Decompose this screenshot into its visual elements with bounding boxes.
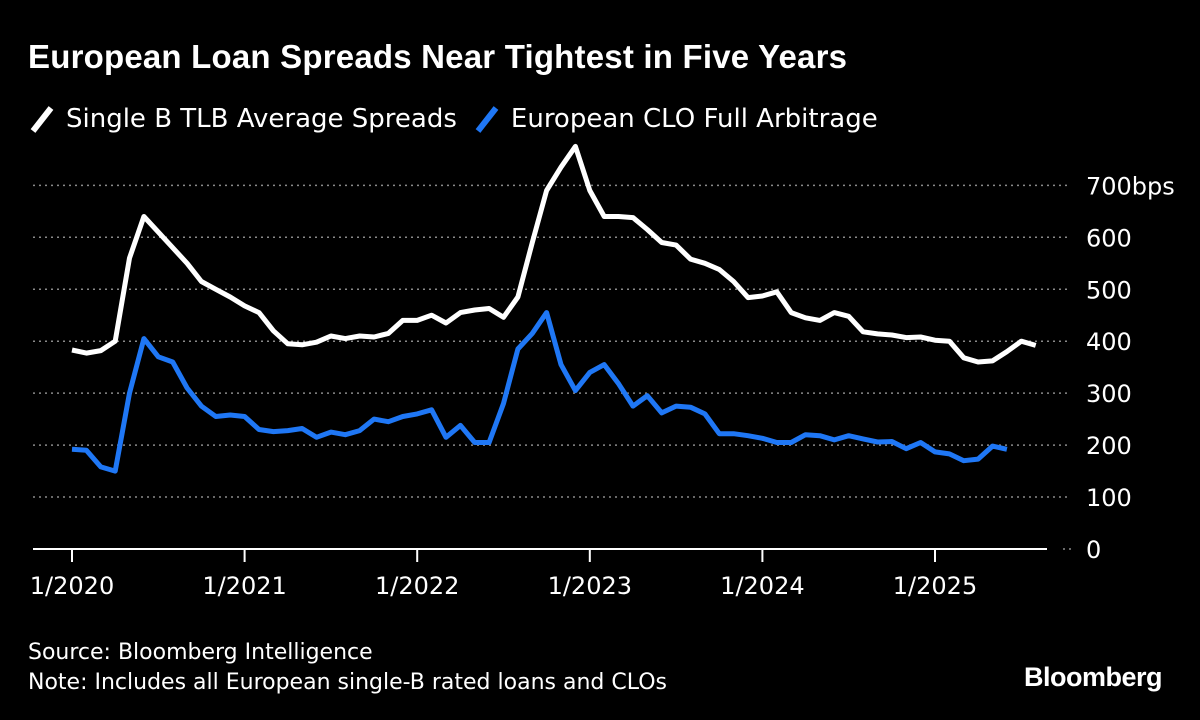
x-tick-label-3: 1/2023	[548, 572, 632, 600]
legend-label-single-b: Single B TLB Average Spreads	[66, 104, 457, 134]
y-tick-label-300: 300	[1086, 380, 1132, 408]
x-tick-label-0: 1/2020	[30, 572, 114, 600]
series-lines	[71, 143, 1037, 474]
legend: Single B TLB Average Spreads European CL…	[28, 102, 894, 136]
x-tick-label-5: 1/2025	[893, 572, 977, 600]
series-line-clo-full-arbitrage	[71, 310, 1008, 474]
legend-swatch-clo-arbitrage	[473, 102, 501, 136]
chart-title: European Loan Spreads Near Tightest in F…	[28, 38, 848, 75]
legend-swatch-single-b	[28, 102, 56, 136]
legend-item-single-b: Single B TLB Average Spreads	[28, 102, 457, 136]
x-tick-label-2: 1/2022	[375, 572, 459, 600]
x-axis	[33, 548, 1071, 562]
y-tick-label-200: 200	[1086, 432, 1132, 460]
y-tick-label-600: 600	[1086, 224, 1132, 252]
footnote: Note: Includes all European single-B rat…	[28, 670, 667, 695]
y-tick-label-500: 500	[1086, 276, 1132, 304]
legend-item-clo-arbitrage: European CLO Full Arbitrage	[473, 102, 878, 136]
bloomberg-logo: Bloomberg	[1023, 662, 1163, 692]
y-tick-label-100: 100	[1086, 484, 1132, 512]
source-note: Source: Bloomberg Intelligence	[28, 640, 373, 665]
y-tick-label-700: 700bps	[1086, 172, 1175, 200]
x-tick-label-1: 1/2021	[202, 572, 286, 600]
y-tick-label-0: 0	[1086, 536, 1101, 564]
gridlines	[33, 184, 1070, 498]
series-line-single-b-tlb	[71, 143, 1037, 365]
legend-label-clo-arbitrage: European CLO Full Arbitrage	[510, 104, 878, 134]
y-tick-label-400: 400	[1086, 328, 1132, 356]
x-tick-label-4: 1/2024	[720, 572, 804, 600]
tick-labels: 0 100 200 300 400 500 600 700bps 1/2020 1/2021 1/2…	[30, 172, 1175, 600]
